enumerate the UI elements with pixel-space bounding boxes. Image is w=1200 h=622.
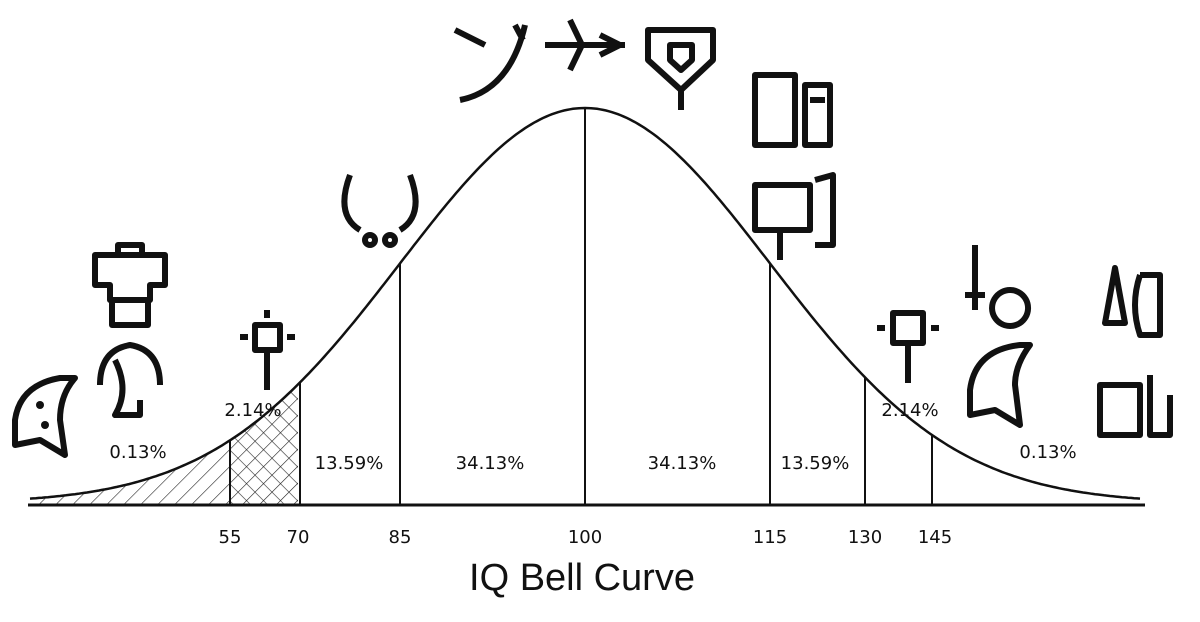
axis-label: 145 [918,527,952,548]
axis-label: 115 [753,527,787,548]
dividers [229,108,933,505]
region-percentage: 0.13% [109,442,166,463]
axis-label: 55 [219,527,242,548]
axis-label: 85 [389,527,412,548]
region-percentage: 0.13% [1019,442,1076,463]
chart-title: IQ Bell Curve [469,557,695,599]
region-percentage: 13.59% [781,453,850,474]
axis-label: 70 [287,527,310,548]
region-percentage: 34.13% [456,453,525,474]
region-percentage: 2.14% [224,400,281,421]
region-percentage: 34.13% [648,453,717,474]
axis-label: 130 [848,527,882,548]
region-percentage: 13.59% [315,453,384,474]
weapon-icons [12,18,1173,458]
region-percentage: 2.14% [881,400,938,421]
axis-label: 100 [568,527,602,548]
